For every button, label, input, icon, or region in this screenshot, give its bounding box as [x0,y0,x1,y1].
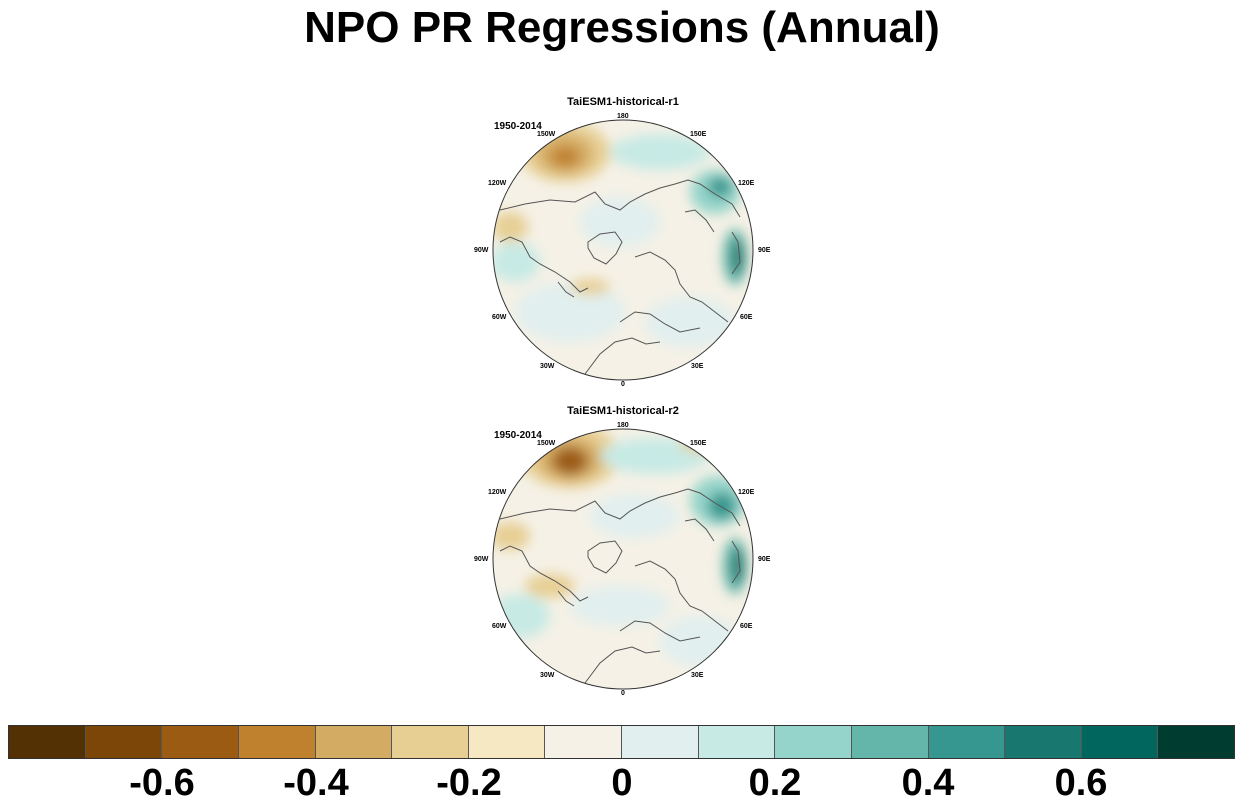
lon-label: 90W [474,247,489,254]
lon-label: 150W [537,440,556,447]
colorbar-swatch [392,726,469,758]
colorbar-swatch [928,726,1006,758]
lon-label: 90W [474,556,489,563]
colorbar-swatch [238,726,316,758]
colorbar-tick-label: 0 [611,762,633,804]
lon-label: 180 [617,113,629,120]
lon-label: 120W [488,489,507,496]
lon-label: 30W [540,672,555,679]
colorbar-tick-label: -0.2 [436,762,502,804]
colorbar-swatch [9,726,86,758]
colorbar-tick-label: 0.2 [748,762,802,804]
lon-label: 150E [690,131,707,138]
colorbar-tick-label: -0.4 [283,762,349,804]
lon-label: 60E [740,314,753,321]
colorbar-swatch [698,726,776,758]
lon-label: 0 [621,381,625,388]
lon-label: 0 [621,690,625,697]
polar-map [492,119,754,381]
colorbar-swatch [162,726,239,758]
lon-label: 150E [690,440,707,447]
colorbar-swatch [775,726,852,758]
panel-period: 1950-2014 [494,121,542,132]
panel-period: 1950-2014 [494,430,542,441]
colorbar-tick-label: 0.6 [1054,762,1108,804]
lon-label: 60W [492,314,507,321]
map-panel-r1: TaiESM1-historical-r1 1950-2014 [470,92,776,392]
colorbar-swatch [1005,726,1082,758]
lon-label: 30E [691,363,704,370]
map-boundary [492,119,754,381]
colorbar-swatch [851,726,929,758]
lon-label: 90E [758,247,771,254]
lon-label: 30W [540,363,555,370]
figure-title: NPO PR Regressions (Annual) [304,3,940,52]
polar-map [492,428,754,690]
colorbar [8,725,1235,759]
lon-label: 150W [537,131,556,138]
colorbar-swatch [468,726,546,758]
colorbar-swatch [1081,726,1159,758]
lon-label: 120E [738,489,755,496]
colorbar-tick-label: 0.4 [901,762,955,804]
lon-label: 60W [492,623,507,630]
lon-label: 90E [758,556,771,563]
colorbar-swatch [85,726,163,758]
precip-regression-field [493,429,753,689]
lon-label: 120W [488,180,507,187]
lon-label: 120E [738,180,755,187]
lon-label: 180 [617,422,629,429]
colorbar-swatch [545,726,622,758]
precip-regression-field [493,120,753,380]
colorbar-swatch [1158,726,1234,758]
coastlines [499,488,741,684]
colorbar-tick-label: -0.6 [129,762,195,804]
map-panel-r2: TaiESM1-historical-r2 1950-2014 [470,401,776,701]
colorbar-swatch [622,726,699,758]
panel-title: TaiESM1-historical-r1 [567,96,679,108]
panel-title: TaiESM1-historical-r2 [567,405,679,417]
lon-label: 30E [691,672,704,679]
map-boundary [492,428,754,690]
lon-label: 60E [740,623,753,630]
colorbar-swatch [315,726,393,758]
coastlines [499,179,741,375]
